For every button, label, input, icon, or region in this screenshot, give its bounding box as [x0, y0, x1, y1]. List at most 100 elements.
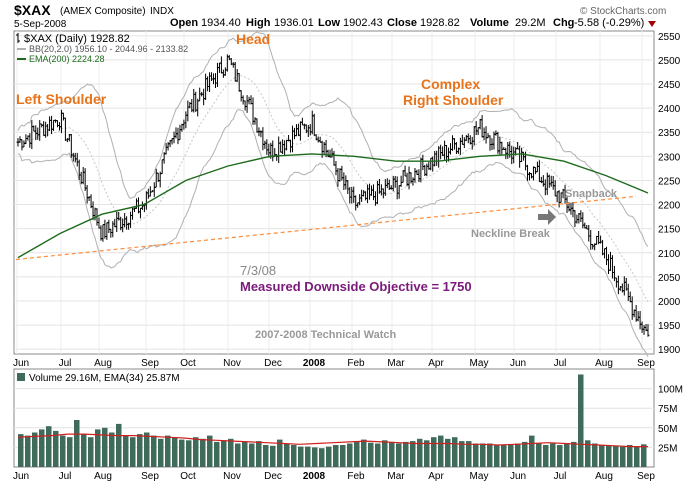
volume-bar	[557, 445, 563, 467]
volume-y-tick-label: 25M	[658, 443, 677, 454]
volume-bar	[172, 437, 178, 467]
volume-bar	[298, 446, 304, 467]
volume-ema-path	[17, 433, 648, 448]
volume-bar	[375, 443, 381, 467]
price-x-tick-label: May	[470, 358, 489, 369]
volume-bar	[592, 443, 598, 467]
volume-bar	[207, 435, 213, 467]
volume-label: Volume	[470, 17, 509, 29]
volume-bar	[74, 420, 80, 467]
volume-bar	[263, 445, 269, 467]
volume-bar	[389, 441, 395, 467]
volume-bar	[494, 445, 500, 467]
price-y-tick-label: 2400	[658, 104, 681, 115]
volume-x-tick-label: Sep	[141, 471, 159, 482]
volume-bar	[585, 440, 591, 467]
volume-bar	[326, 446, 332, 467]
volume-bar	[88, 437, 94, 467]
neckline-line	[15, 195, 637, 261]
volume-bar	[501, 445, 507, 467]
volume-bar	[410, 441, 416, 467]
volume-bar	[228, 438, 234, 467]
volume-y-axis: 25M 50M 75M 100M	[658, 385, 683, 455]
volume-x-tick-label: Oct	[180, 471, 196, 482]
volume-bar	[102, 427, 108, 467]
volume-bar	[46, 426, 52, 467]
price-y-tick-label: 2450	[658, 80, 681, 91]
price-bar	[646, 324, 650, 337]
legend-ema: EMA(200) 2224.28	[29, 54, 105, 64]
volume-bar	[53, 430, 59, 467]
volume-bar	[536, 443, 542, 467]
volume-bar	[165, 435, 171, 467]
volume-bar	[60, 435, 66, 467]
volume-bar	[25, 435, 31, 467]
volume-bar	[32, 432, 38, 467]
volume-bar	[424, 440, 430, 467]
price-x-tick-label: Jul	[554, 358, 567, 369]
volume-value: 29.2M	[515, 17, 546, 29]
head-label: Head	[236, 31, 270, 47]
arrow-right-icon	[538, 209, 556, 225]
volume-bar	[200, 438, 206, 467]
price-x-tick-label: Aug	[595, 358, 613, 369]
volume-bar	[459, 441, 465, 467]
volume-x-tick-label: Feb	[347, 471, 365, 482]
price-legend: $XAX (Daily) 1928.82 BB(20,2.0) 1956.10 …	[16, 33, 188, 64]
price-x-tick-label: Sep	[141, 358, 159, 369]
volume-bar	[235, 443, 241, 467]
objective-label: Measured Downside Objective = 1750	[240, 279, 472, 294]
symbol-text: $XAX	[14, 2, 51, 18]
volume-x-tick-label: Sep	[637, 471, 655, 482]
neckline	[15, 195, 637, 261]
volume-bar	[417, 438, 423, 467]
volume-bars	[18, 374, 647, 467]
volume-x-tick-label: Dec	[264, 471, 282, 482]
high-label: High	[246, 17, 271, 29]
price-x-tick-label: Dec	[264, 358, 282, 369]
volume-x-tick-label: Jun	[510, 471, 526, 482]
volume-bar	[361, 439, 367, 467]
index-name-text: (AMEX Composite)	[60, 6, 146, 17]
volume-x-tick-label: Nov	[223, 471, 241, 482]
volume-bar	[368, 442, 374, 467]
price-x-tick-label: Jul	[59, 358, 72, 369]
price-x-tick-label: Nov	[223, 358, 241, 369]
volume-bar	[438, 435, 444, 467]
volume-bar	[95, 429, 101, 467]
volume-bar	[249, 443, 255, 467]
volume-bar	[641, 444, 647, 467]
price-x-tick-label: Feb	[347, 358, 365, 369]
price-x-tick-label: Aug	[94, 358, 112, 369]
volume-bar	[130, 437, 136, 467]
price-y-tick-label: 1900	[658, 345, 681, 356]
volume-bar	[340, 445, 346, 467]
ohlc-legend-icon	[16, 33, 20, 43]
price-x-tick-label: Oct	[180, 358, 196, 369]
price-y-tick-label: 2150	[658, 225, 681, 236]
volume-bar	[564, 443, 570, 467]
volume-x-tick-label: 2008	[303, 471, 326, 482]
price-x-tick-label: Apr	[428, 358, 444, 369]
volume-y-tick-label: 75M	[658, 404, 677, 415]
volume-x-tick-label: Jul	[59, 471, 72, 482]
volume-bar	[445, 438, 451, 467]
price-panel	[13, 30, 655, 355]
low-value: 1902.43	[343, 17, 383, 29]
volume-x-tick-label: Aug	[595, 471, 613, 482]
price-y-tick-label: 2050	[658, 273, 681, 284]
down-arrow-icon	[648, 21, 656, 27]
volume-bar	[347, 443, 353, 467]
date-mark-label: 7/3/08	[240, 263, 276, 278]
volume-x-tick-label: Mar	[387, 471, 405, 482]
volume-bar	[634, 446, 640, 467]
volume-x-tick-label: Jun	[13, 471, 29, 482]
volume-bar	[487, 443, 493, 467]
volume-bar	[578, 374, 584, 467]
volume-x-axis: Jun Jul Aug Sep Oct Nov Dec 2008 Feb Mar Apr May Jun…	[13, 471, 655, 482]
price-y-tick-label: 2250	[658, 176, 681, 187]
volume-bar	[396, 443, 402, 467]
volume-bar	[186, 440, 192, 467]
volume-bar	[144, 432, 150, 467]
